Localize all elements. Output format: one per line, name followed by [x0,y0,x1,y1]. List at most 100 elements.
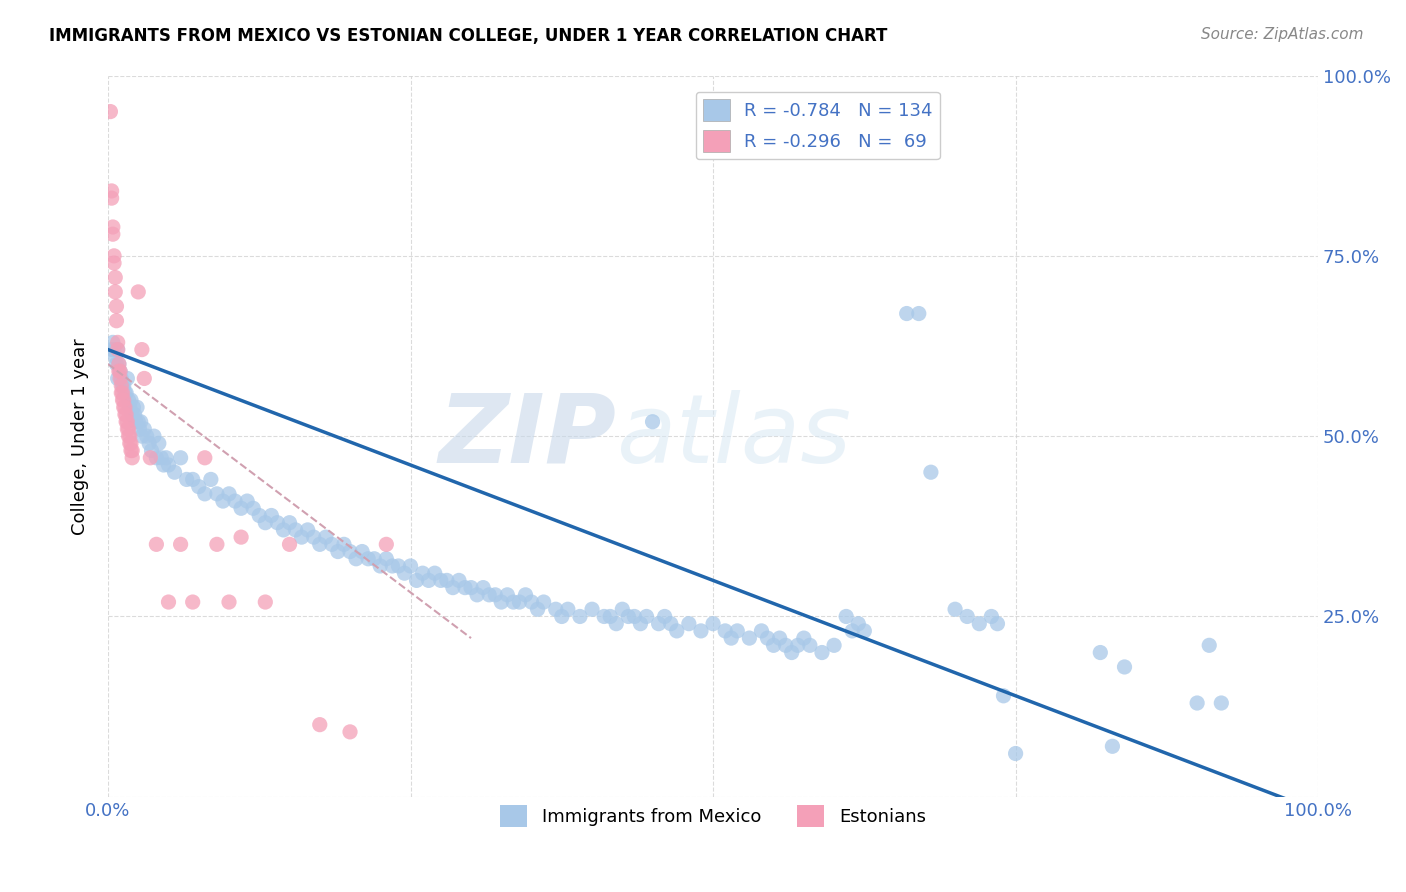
Point [291,530,314,544]
Point [212,494,235,508]
Point [647,616,669,631]
Point [107,343,129,357]
Point [121,443,143,458]
Point [121,408,143,422]
Point [111,378,134,392]
Point [266,516,288,530]
Point [344,551,367,566]
Point [148,436,170,450]
Point [205,537,228,551]
Point [508,595,530,609]
Point [218,487,240,501]
Point [187,480,209,494]
Point [181,472,204,486]
Point [526,602,548,616]
Point [131,429,153,443]
Point [112,378,135,392]
Text: atlas: atlas [616,390,851,483]
Point [157,595,180,609]
Point [399,559,422,574]
Point [775,638,797,652]
Point [363,551,385,566]
Point [811,646,834,660]
Point [108,364,131,378]
Point [465,588,488,602]
Point [1198,638,1220,652]
Point [352,544,374,558]
Point [920,465,942,479]
Point [127,415,149,429]
Point [117,422,139,436]
Point [111,393,134,408]
Point [943,602,966,616]
Point [520,595,543,609]
Point [907,306,929,320]
Point [1004,747,1026,761]
Point [786,638,808,652]
Point [157,458,180,472]
Point [260,508,283,523]
Point [254,516,277,530]
Point [107,335,129,350]
Text: Source: ZipAtlas.com: Source: ZipAtlas.com [1201,27,1364,42]
Point [242,501,264,516]
Point [139,450,162,465]
Legend: Immigrants from Mexico, Estonians: Immigrants from Mexico, Estonians [494,798,934,835]
Point [118,401,141,415]
Point [103,256,125,270]
Point [447,574,470,588]
Point [326,544,349,558]
Point [1211,696,1233,710]
Point [472,581,495,595]
Point [762,638,785,652]
Point [387,559,409,574]
Point [423,566,446,581]
Point [756,631,779,645]
Point [108,371,131,385]
Point [375,551,398,566]
Point [544,602,567,616]
Point [702,616,724,631]
Point [623,609,645,624]
Point [678,616,700,631]
Point [103,343,125,357]
Point [659,616,682,631]
Point [641,415,664,429]
Point [117,429,139,443]
Text: ZIP: ZIP [439,390,616,483]
Point [581,602,603,616]
Point [105,299,128,313]
Point [339,724,361,739]
Point [429,574,451,588]
Point [101,335,124,350]
Point [478,588,501,602]
Point [278,516,301,530]
Point [105,314,128,328]
Point [200,472,222,486]
Point [768,631,790,645]
Point [969,616,991,631]
Point [557,602,579,616]
Point [114,408,136,422]
Point [368,559,391,574]
Point [593,609,616,624]
Point [823,638,845,652]
Point [150,450,173,465]
Point [114,385,136,400]
Point [418,574,440,588]
Point [297,523,319,537]
Point [120,393,142,408]
Point [122,401,145,415]
Point [491,595,513,609]
Point [375,537,398,551]
Point [333,537,356,551]
Point [103,249,125,263]
Point [205,487,228,501]
Point [630,616,652,631]
Point [612,602,634,616]
Point [247,508,270,523]
Point [134,422,156,436]
Point [104,350,127,364]
Point [381,559,404,574]
Point [104,285,127,299]
